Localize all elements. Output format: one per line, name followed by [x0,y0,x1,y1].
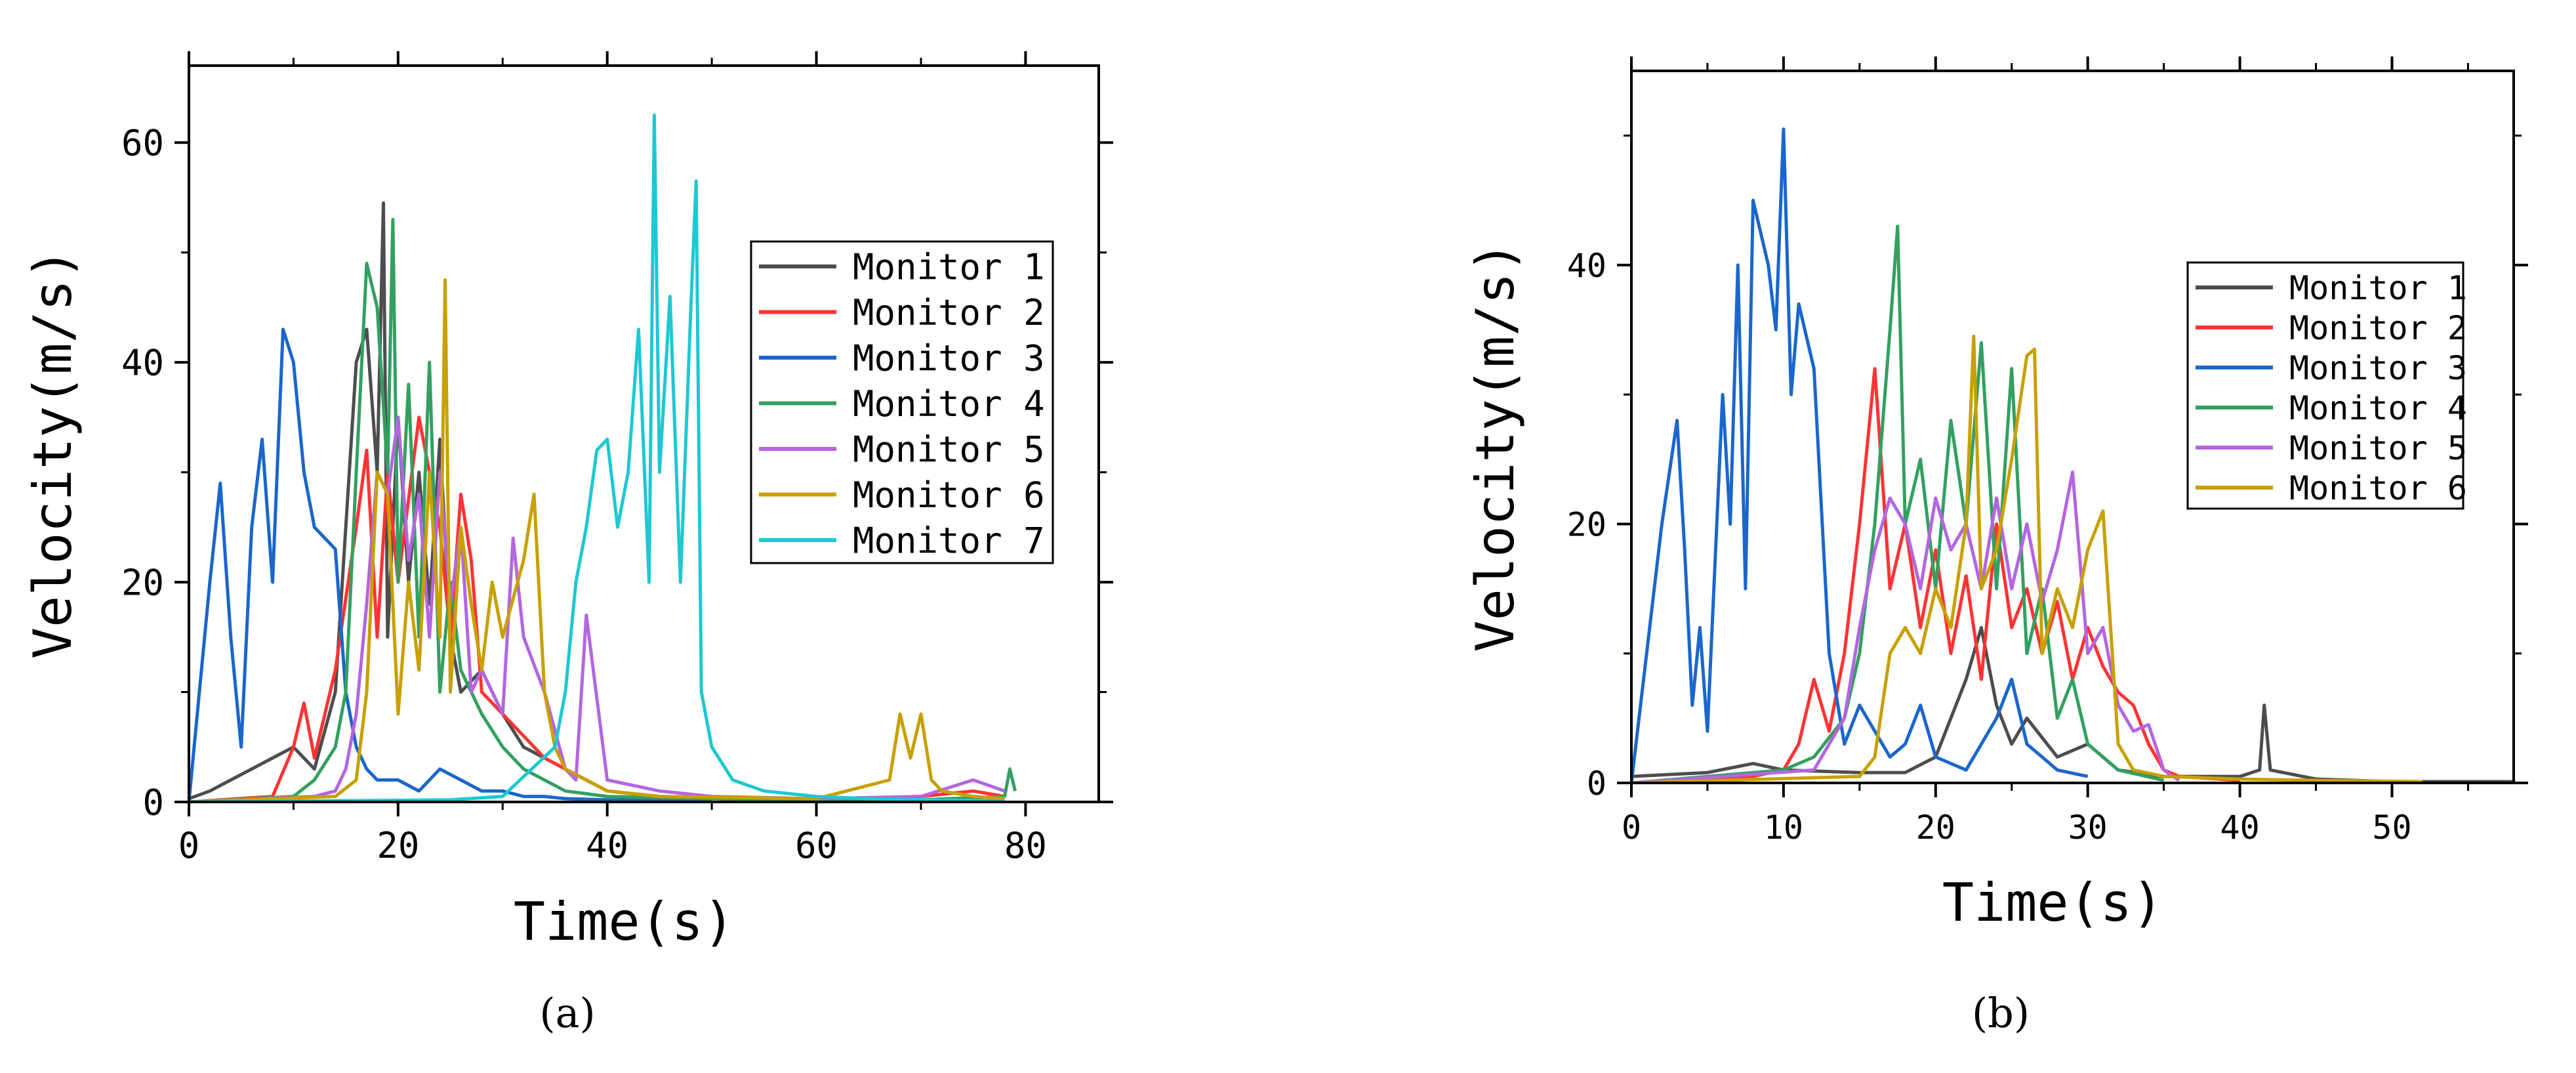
y-tick-label: 40 [121,343,164,384]
x-tick-label: 40 [2220,809,2259,847]
caption-b: (b) [1972,989,2030,1037]
x-tick-label: 10 [1764,809,1803,847]
series-line-monitor-5 [189,415,1006,802]
y-tick-label: 60 [121,123,164,164]
legend-entry-monitor-3: Monitor 3 [853,337,1045,379]
x-tick-label: 0 [178,825,200,866]
x-tick-label: 30 [2068,809,2108,847]
x-tick-label: 0 [1622,809,1641,847]
y-axis-label: Velocity(m/s) [1465,241,1526,652]
x-tick-label: 50 [2372,809,2411,847]
legend-entry-monitor-6: Monitor 6 [2289,469,2467,507]
y-tick-label: 20 [1567,505,1606,543]
legend-entry-monitor-5: Monitor 5 [2289,429,2467,467]
legend-entry-monitor-5: Monitor 5 [853,429,1045,470]
series-line-monitor-3 [1631,127,2089,783]
plot-frame [1630,70,2515,784]
x-tick-label: 20 [377,825,419,866]
legend-entry-monitor-2: Monitor 2 [853,292,1045,333]
caption-a: (a) [539,989,595,1037]
plot-frame [188,64,1100,803]
legend-entry-monitor-4: Monitor 4 [2289,389,2467,427]
x-axis-label: Time(s) [1942,872,2163,933]
series-line-monitor-1 [1631,625,2514,783]
legend-entry-monitor-3: Monitor 3 [2289,349,2467,387]
series-group [189,113,1017,802]
x-tick-label: 80 [1004,825,1047,866]
legend-box [2186,261,2464,510]
series-line-monitor-6 [189,278,1005,802]
series-line-monitor-5 [1631,471,2180,783]
x-tick-label: 60 [795,825,838,866]
x-tick-label: 20 [1916,809,1955,847]
legend-entry-monitor-7: Monitor 7 [853,520,1045,561]
panel-b: 0 10 20 30 40 50 0 20 40 Time(s) Velocity(m/s) Moni… [1465,56,2528,933]
y-tick-label: 0 [1587,765,1606,803]
panel-a: 0 20 40 60 80 0 20 40 60 Time(s) Velocity(m/s) Moni… [22,51,1113,952]
legend-entry-monitor-1: Monitor 1 [2289,269,2467,307]
series-line-monitor-4 [1631,224,2165,783]
y-tick-label: 0 [142,782,164,823]
legend-entry-monitor-2: Monitor 2 [2289,309,2467,347]
legend-entry-monitor-1: Monitor 1 [853,246,1045,287]
series-group [1631,127,2514,783]
x-tick-label: 40 [586,825,628,866]
series-line-monitor-7 [189,113,1005,802]
x-axis-label: Time(s) [514,891,735,952]
legend-entry-monitor-6: Monitor 6 [853,474,1045,516]
y-tick-label: 20 [121,562,164,604]
y-axis-label: Velocity(m/s) [22,248,83,659]
series-line-monitor-2 [1631,367,2240,783]
y-tick-label: 40 [1567,247,1606,285]
legend-entry-monitor-4: Monitor 4 [853,383,1045,425]
series-line-monitor-6 [1631,334,2423,783]
